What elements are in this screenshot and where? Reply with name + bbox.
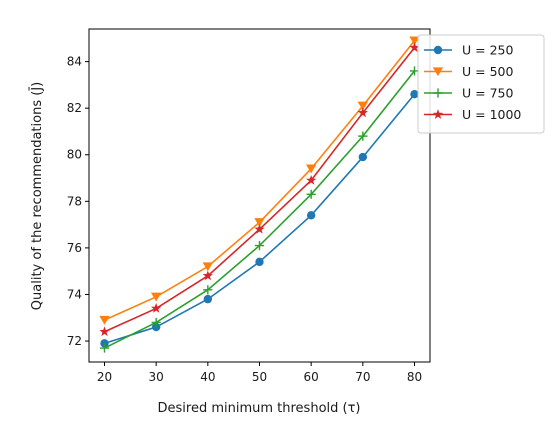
data-point (100, 339, 109, 348)
legend-marker (432, 109, 444, 119)
legend: U = 250 U = 500 U = 750 U = 1000 (417, 34, 545, 134)
data-point (254, 240, 265, 251)
y-tick-label: 82 (67, 101, 82, 115)
legend-label: U = 1000 (462, 107, 521, 122)
data-point (410, 90, 419, 99)
y-tick-label: 72 (67, 334, 82, 348)
y-axis-label: Quality of the recommendations (J̄) (30, 82, 45, 310)
legend-marker (433, 88, 443, 98)
data-point (99, 343, 110, 353)
series-group (99, 36, 420, 353)
plot-frame (88, 28, 431, 363)
data-point (151, 303, 162, 313)
data-point (358, 131, 368, 141)
x-tick-label: 20 (97, 370, 112, 384)
data-point (254, 218, 265, 227)
series-2 (99, 36, 420, 325)
legend-label: U = 750 (462, 86, 513, 101)
x-tick-label: 40 (200, 370, 215, 384)
data-point (358, 152, 368, 162)
legend-box (417, 34, 545, 134)
y-tick-label: 74 (67, 287, 82, 301)
data-point (305, 164, 317, 174)
series-line (104, 47, 416, 333)
x-axis-ticks: 20 30 40 50 60 70 80 (97, 362, 422, 384)
y-tick-label: 78 (67, 194, 82, 208)
legend-item: U = 250 (424, 43, 513, 58)
data-point (203, 285, 213, 295)
x-tick-label: 30 (149, 370, 164, 384)
x-tick-label: 70 (355, 370, 370, 384)
data-point (409, 36, 420, 46)
data-point (202, 270, 213, 281)
data-point (151, 317, 161, 328)
data-point (306, 211, 316, 220)
legend-item: U = 500 (424, 64, 513, 79)
series-1 (100, 90, 419, 348)
y-tick-label: 76 (67, 241, 82, 255)
legend-marker (433, 45, 443, 55)
data-point (254, 223, 265, 234)
data-point (357, 101, 369, 111)
legend-item: U = 750 (424, 86, 513, 101)
legend-marker (432, 67, 444, 77)
data-point (202, 262, 214, 272)
data-point (150, 292, 162, 302)
legend-label: U = 500 (462, 64, 513, 79)
data-point (203, 294, 213, 304)
legend-item: U = 1000 (424, 107, 521, 122)
y-tick-label: 84 (67, 55, 82, 69)
data-point (306, 189, 316, 199)
series-line (104, 70, 416, 349)
data-point (99, 315, 110, 325)
x-tick-label: 60 (304, 370, 319, 384)
data-point (306, 174, 317, 185)
legend-label: U = 250 (462, 43, 513, 58)
series-4 (99, 42, 420, 337)
data-point (99, 326, 110, 337)
series-3 (99, 66, 420, 353)
series-line (104, 40, 416, 321)
x-tick-label: 80 (407, 370, 422, 384)
data-point (151, 322, 161, 332)
plot-area: 20 30 40 50 60 70 80 72 74 76 78 80 82 84 (67, 28, 431, 384)
x-tick-label: 50 (252, 370, 267, 384)
data-point (357, 107, 368, 118)
x-axis-label: Desired minimum threshold (τ) (158, 401, 361, 416)
data-point (409, 42, 420, 52)
y-axis-ticks: 72 74 76 78 80 82 84 (67, 55, 89, 348)
y-tick-label: 80 (67, 148, 82, 162)
data-point (255, 257, 264, 267)
